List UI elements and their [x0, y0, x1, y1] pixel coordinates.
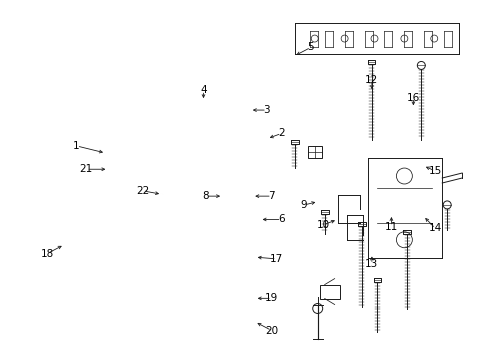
- Text: 15: 15: [429, 166, 442, 176]
- Text: 2: 2: [278, 129, 285, 138]
- Text: 19: 19: [265, 293, 278, 303]
- Text: 9: 9: [300, 200, 307, 210]
- Text: 13: 13: [365, 259, 379, 269]
- Text: 20: 20: [265, 325, 278, 336]
- Bar: [308, 146, 322, 158]
- Text: 17: 17: [270, 254, 283, 264]
- Text: 6: 6: [278, 215, 285, 224]
- Text: 7: 7: [269, 191, 275, 201]
- Text: 10: 10: [317, 220, 330, 230]
- Text: 21: 21: [80, 164, 93, 174]
- Text: 22: 22: [136, 186, 149, 196]
- Text: 4: 4: [200, 85, 207, 95]
- Text: 14: 14: [429, 224, 442, 233]
- Text: 16: 16: [407, 93, 420, 103]
- Text: 1: 1: [74, 141, 80, 151]
- Bar: [319, 285, 340, 298]
- Text: 18: 18: [41, 248, 54, 258]
- Text: 12: 12: [365, 75, 379, 85]
- Text: 3: 3: [264, 105, 270, 115]
- Text: 11: 11: [385, 222, 398, 231]
- Text: 5: 5: [308, 42, 314, 52]
- Text: 8: 8: [203, 191, 209, 201]
